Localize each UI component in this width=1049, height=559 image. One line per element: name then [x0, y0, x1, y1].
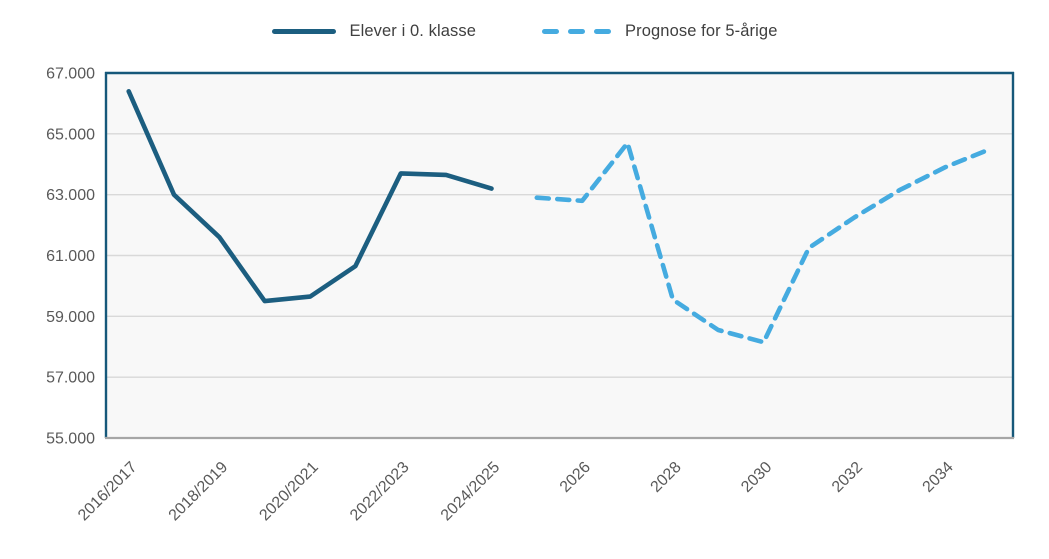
legend-item-prognose[interactable]: Prognose for 5-årige — [542, 22, 777, 41]
y-axis-tick-label: 63.000 — [46, 187, 95, 204]
dashed-line-swatch-icon — [542, 28, 612, 35]
y-axis-tick-label: 59.000 — [46, 309, 95, 326]
y-axis-tick-label: 65.000 — [46, 126, 95, 143]
y-axis-tick-label: 61.000 — [46, 248, 95, 265]
x-axis-tick-label: 2034 — [920, 459, 957, 496]
y-axis-tick-label: 67.000 — [46, 66, 95, 83]
x-axis-tick-label: 2026 — [557, 459, 594, 496]
legend: Elever i 0. klasse Prognose for 5-årige — [0, 22, 1049, 41]
legend-label-prognose: Prognose for 5-årige — [625, 22, 778, 40]
solid-line-swatch-icon — [271, 29, 336, 34]
y-axis-tick-label: 57.000 — [46, 370, 95, 387]
elever-series-line — [126, 89, 494, 304]
x-axis-tick-label: 2022/2023 — [347, 459, 413, 525]
x-axis-tick-label: 2018/2019 — [166, 459, 232, 525]
x-axis-tick-label: 2030 — [738, 459, 775, 496]
prognose-series-line — [534, 140, 993, 345]
x-axis-tick-label: 2024/2025 — [438, 459, 504, 525]
y-axis-tick-label: 55.000 — [46, 431, 95, 448]
x-axis-tick-label: 2020/2021 — [256, 459, 322, 525]
x-axis-tick-label: 2032 — [829, 459, 866, 496]
x-axis-tick-label: 2028 — [648, 459, 685, 496]
legend-item-elever[interactable]: Elever i 0. klasse — [271, 22, 477, 41]
legend-label-elever: Elever i 0. klasse — [349, 22, 477, 40]
x-axis-tick-label: 2016/2017 — [75, 459, 141, 525]
